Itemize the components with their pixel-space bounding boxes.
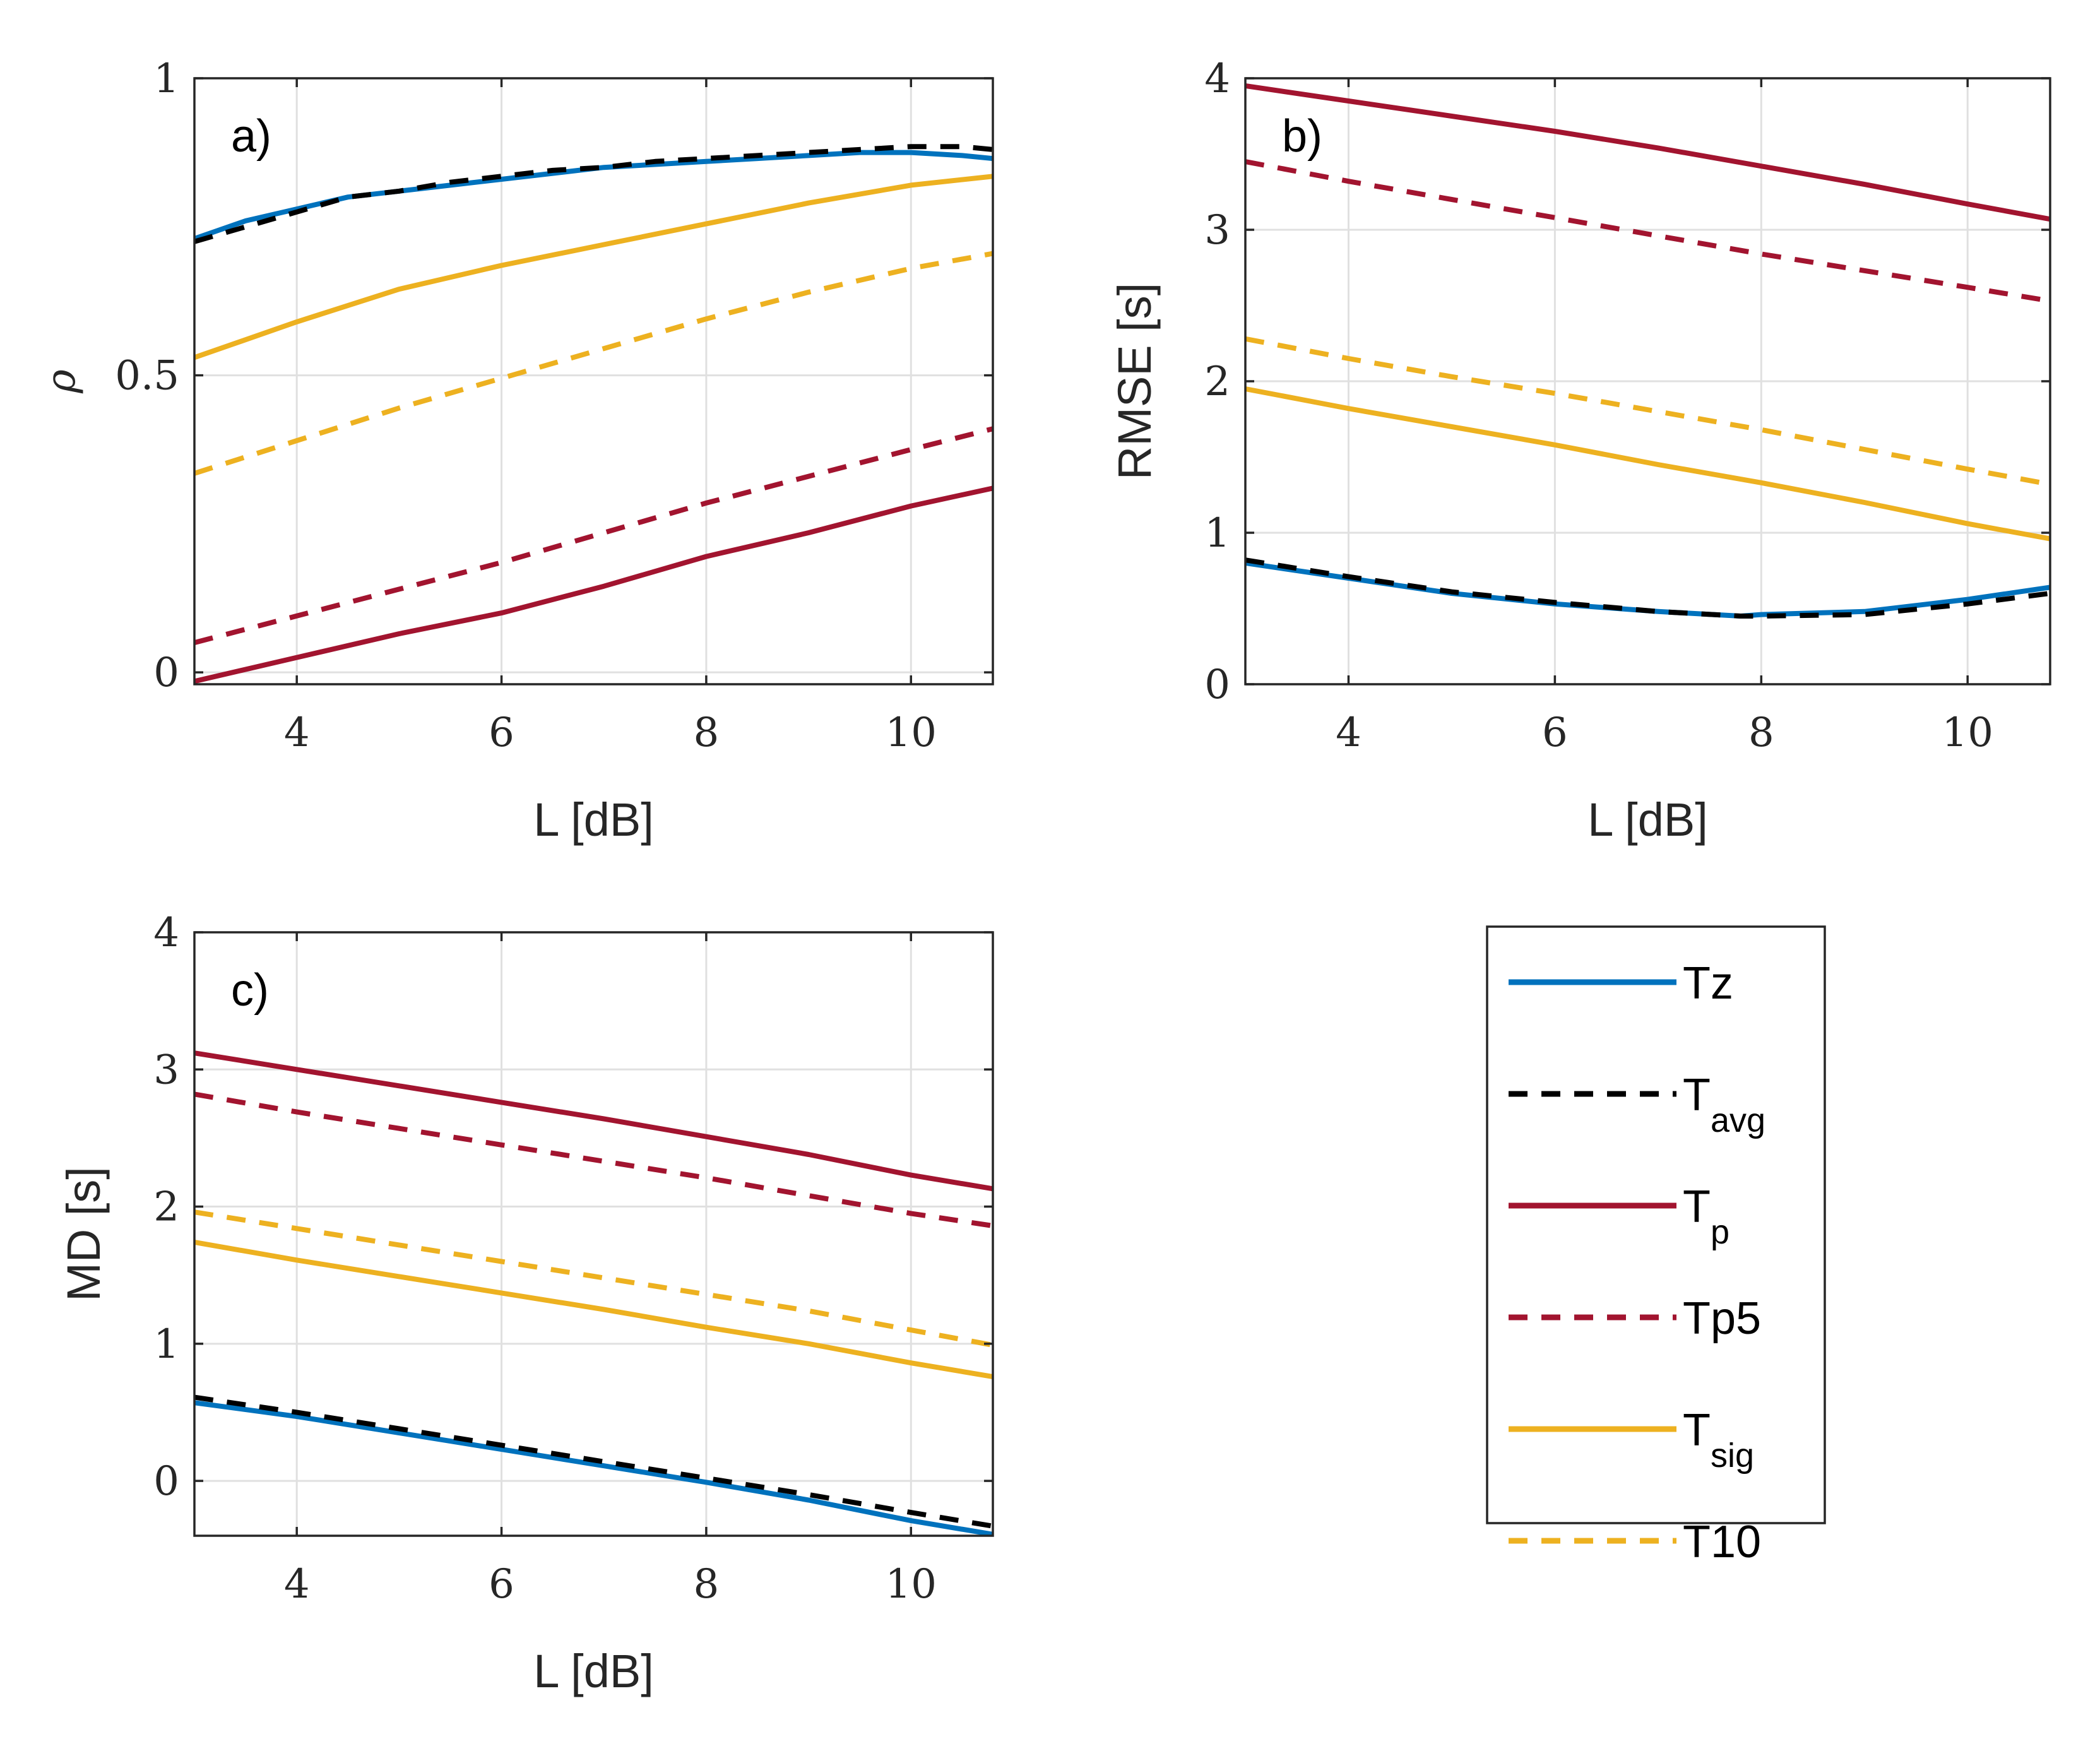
series-line-tp — [194, 1050, 993, 1192]
legend-label-sub: sig — [1711, 1437, 1754, 1475]
series-line-tsig — [1245, 386, 2050, 542]
series-line-tp5 — [194, 426, 993, 645]
x-tick-label: 10 — [1942, 709, 1993, 756]
x-axis-label: L [dB] — [533, 1645, 654, 1697]
axes-box — [193, 77, 994, 686]
x-tick-label: 4 — [1336, 709, 1361, 756]
x-tick-label: 6 — [1542, 709, 1568, 756]
x-axis-label: L [dB] — [1587, 793, 1708, 846]
x-tick-label: 10 — [886, 709, 937, 756]
legend-entry-t10: T10 — [1509, 1517, 1761, 1567]
series-line-t10 — [194, 1209, 993, 1348]
panel-b: 4 6 8 10 0 1 2 3 4 L [dB] RMSE [s] b) — [1108, 56, 2051, 846]
series-line-tp — [1245, 83, 2050, 222]
legend-label-main: T10 — [1683, 1517, 1761, 1567]
series-line-tp5 — [1245, 159, 2050, 304]
series-group — [194, 144, 993, 684]
y-tick-label: 0 — [153, 1458, 179, 1505]
y-tick-label: 4 — [1204, 56, 1230, 102]
legend-label-main: Tp5 — [1683, 1293, 1761, 1344]
x-tick-label: 8 — [694, 709, 720, 756]
legend-entry-tz: Tz — [1509, 958, 1733, 1009]
legend-box — [1486, 925, 1826, 1524]
series-line-tp5 — [194, 1091, 993, 1228]
legend-entry-tsig: Tsig — [1509, 1405, 1754, 1475]
legend-label: Tz — [1683, 958, 1733, 1009]
series-line-tavg — [194, 1394, 993, 1529]
y-tick-label: 2 — [153, 1184, 179, 1231]
series-line-tz — [194, 1400, 993, 1536]
legend-label: T10 — [1683, 1517, 1761, 1567]
legend-entry-tp5: Tp5 — [1509, 1293, 1761, 1344]
series-line-tavg — [1245, 557, 2050, 619]
y-tick-label: 1 — [153, 1321, 179, 1368]
panel-a: 4 6 8 10 0 0.5 1 L [dB] ρ a) — [38, 56, 994, 846]
x-tick-label: 10 — [886, 1561, 937, 1608]
series-line-t10 — [1245, 336, 2050, 487]
series-group — [1245, 83, 2050, 619]
legend-label-main: T — [1683, 1182, 1711, 1232]
panel-tag: a) — [231, 111, 271, 162]
y-tick-label: 0 — [1204, 662, 1230, 708]
x-tick-label: 6 — [489, 1561, 514, 1608]
y-axis-label: RMSE [s] — [1108, 283, 1161, 480]
y-tick-label: 4 — [153, 910, 179, 956]
legend-label-sub: p — [1711, 1213, 1729, 1251]
series-line-tavg — [194, 144, 993, 244]
series-line-tz — [1245, 561, 2050, 619]
y-tick-label: 1 — [1204, 510, 1230, 557]
y-tick-label: 2 — [1204, 359, 1230, 405]
legend-label: Tsig — [1683, 1405, 1754, 1475]
y-tick-label: 0.5 — [115, 353, 179, 400]
y-tick-label: 3 — [1204, 207, 1230, 254]
x-tick-label: 8 — [694, 1561, 720, 1608]
y-axis-label: MD [s] — [57, 1166, 110, 1302]
legend-label: Tp5 — [1683, 1293, 1761, 1344]
axes-box — [193, 931, 994, 1537]
y-tick-label: 0 — [153, 650, 179, 696]
legend-entry-tp: Tp — [1509, 1182, 1729, 1251]
series-line-tsig — [194, 174, 993, 360]
x-tick-label: 8 — [1748, 709, 1774, 756]
legend-entry-tavg: Tavg — [1509, 1070, 1765, 1139]
x-tick-label: 4 — [284, 709, 310, 756]
x-tick-label: 4 — [284, 1561, 310, 1608]
x-tick-label: 6 — [489, 709, 514, 756]
plot-area — [194, 932, 993, 1536]
series-line-tsig — [194, 1240, 993, 1379]
series-line-t10 — [194, 251, 993, 476]
legend-label-main: T — [1683, 1070, 1711, 1120]
panel-tag: b) — [1282, 111, 1322, 162]
y-tick-label: 3 — [153, 1047, 179, 1093]
panel-tag: c) — [231, 965, 269, 1016]
legend-label-sub: avg — [1711, 1101, 1765, 1139]
legend-label-main: Tz — [1683, 958, 1733, 1009]
plot-area — [194, 78, 993, 684]
series-group — [194, 1050, 993, 1536]
y-axis-label: ρ — [38, 369, 85, 394]
y-tick-label: 1 — [153, 56, 179, 102]
legend-label: Tavg — [1683, 1070, 1765, 1139]
x-axis-label: L [dB] — [533, 793, 654, 846]
series-line-tp — [194, 485, 993, 684]
panel-c: 4 6 8 10 0 1 2 3 4 L [dB] MD [s] c) — [57, 910, 994, 1697]
legend-label: Tp — [1683, 1182, 1729, 1251]
legend-label-main: T — [1683, 1405, 1711, 1456]
